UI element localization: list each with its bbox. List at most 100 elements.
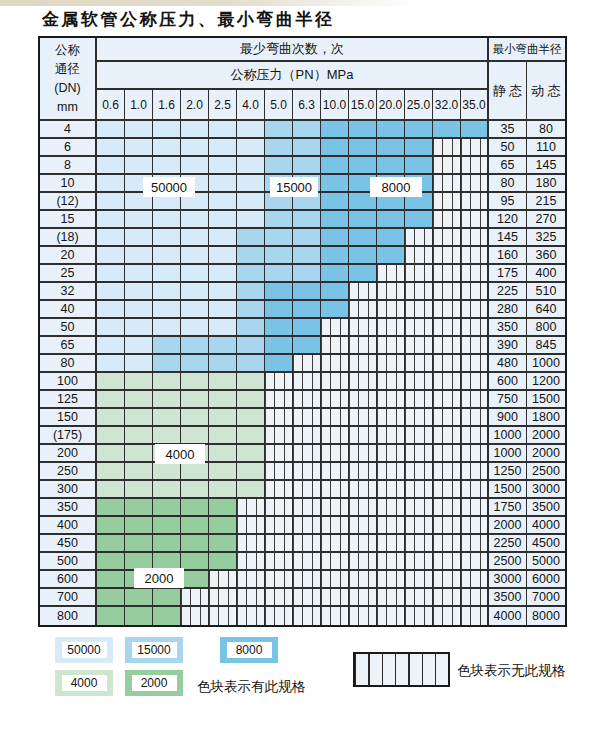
dynamic-value-cell: 800 — [527, 319, 565, 337]
no-spec-cell — [321, 391, 349, 409]
spec-cell — [209, 553, 237, 571]
no-spec-cell — [321, 571, 349, 589]
no-spec-cell — [321, 373, 349, 391]
no-spec-cell — [293, 571, 321, 589]
no-spec-cell — [265, 535, 293, 553]
no-spec-cell — [377, 319, 405, 337]
static-value-cell: 80 — [489, 175, 527, 193]
spec-cell — [181, 517, 209, 535]
no-spec-cell — [405, 319, 433, 337]
no-spec-cell — [433, 373, 461, 391]
spec-cell — [181, 139, 209, 157]
no-spec-cell — [433, 229, 461, 247]
no-spec-cell — [265, 373, 293, 391]
dn-cell: 500 — [40, 553, 97, 571]
dynamic-value-cell: 360 — [527, 247, 565, 265]
spec-cell — [265, 121, 293, 139]
dn-cell: (12) — [40, 193, 97, 211]
no-spec-cell — [293, 445, 321, 463]
spec-cell — [153, 481, 181, 499]
no-spec-cell — [293, 535, 321, 553]
no-spec-cell — [461, 229, 489, 247]
dn-cell: 600 — [40, 571, 97, 589]
static-value-cell: 2500 — [489, 553, 527, 571]
no-spec-cell — [461, 391, 489, 409]
dn-cell: 15 — [40, 211, 97, 229]
no-spec-cell — [321, 517, 349, 535]
spec-cell — [321, 211, 349, 229]
spec-cell — [209, 157, 237, 175]
no-spec-cell — [405, 607, 433, 625]
dynamic-value-cell: 215 — [527, 193, 565, 211]
no-spec-cell — [349, 535, 377, 553]
no-spec-cell — [405, 373, 433, 391]
no-spec-cell — [321, 481, 349, 499]
dynamic-value-cell: 2500 — [527, 463, 565, 481]
no-spec-cell — [265, 517, 293, 535]
spec-cell — [125, 337, 153, 355]
no-spec-cell — [377, 463, 405, 481]
no-spec-cell — [237, 571, 265, 589]
spec-cell — [349, 211, 377, 229]
spec-cell — [321, 139, 349, 157]
dynamic-value-cell: 6000 — [527, 571, 565, 589]
spec-cell — [125, 589, 153, 607]
spec-cell — [181, 427, 209, 445]
no-spec-cell — [433, 211, 461, 229]
no-spec-cell — [349, 319, 377, 337]
pressure-col-header: 15.0 — [349, 90, 377, 121]
spec-label-8000: 8000 — [370, 177, 422, 197]
spec-cell — [377, 157, 405, 175]
static-value-cell: 390 — [489, 337, 527, 355]
no-spec-cell — [293, 553, 321, 571]
dynamic-value-cell: 400 — [527, 265, 565, 283]
spec-cell — [237, 211, 265, 229]
no-spec-cell — [209, 607, 237, 625]
spec-cell — [293, 157, 321, 175]
spec-cell — [153, 589, 181, 607]
no-spec-cell — [237, 553, 265, 571]
no-spec-cell — [405, 481, 433, 499]
spec-cell — [321, 265, 349, 283]
spec-cell — [125, 283, 153, 301]
no-spec-cell — [461, 301, 489, 319]
spec-cell — [265, 229, 293, 247]
spec-cell — [237, 355, 265, 373]
dn-cell: 6 — [40, 139, 97, 157]
no-spec-cell — [349, 391, 377, 409]
dynamic-value-cell: 1200 — [527, 373, 565, 391]
legend-2000: 2000 — [125, 670, 183, 696]
dynamic-value-cell: 3500 — [527, 499, 565, 517]
no-spec-cell — [377, 481, 405, 499]
dynamic-value-cell: 510 — [527, 283, 565, 301]
dn-cell: 150 — [40, 409, 97, 427]
spec-cell — [153, 355, 181, 373]
no-spec-cell — [461, 553, 489, 571]
dynamic-value-cell: 1800 — [527, 409, 565, 427]
spec-cell — [181, 373, 209, 391]
dynamic-value-cell: 2000 — [527, 427, 565, 445]
spec-cell — [97, 229, 125, 247]
no-spec-cell — [265, 463, 293, 481]
spec-cell — [237, 247, 265, 265]
no-spec-cell — [377, 553, 405, 571]
spec-cell — [293, 319, 321, 337]
spec-cell — [97, 193, 125, 211]
dynamic-value-cell: 1000 — [527, 355, 565, 373]
spec-cell — [181, 229, 209, 247]
spec-cell — [125, 355, 153, 373]
spec-cell — [181, 337, 209, 355]
no-spec-cell — [265, 481, 293, 499]
min-bend-radius-header: 最小弯曲半径 — [489, 38, 565, 62]
no-spec-cell — [461, 283, 489, 301]
spec-cell — [125, 463, 153, 481]
spec-cell — [293, 337, 321, 355]
spec-cell — [237, 373, 265, 391]
no-spec-cell — [349, 337, 377, 355]
spec-label-2000: 2000 — [134, 568, 184, 588]
spec-cell — [321, 121, 349, 139]
spec-cell — [237, 283, 265, 301]
no-spec-cell — [377, 391, 405, 409]
dn-column-header: 公称 通径 (DN) mm — [40, 38, 97, 121]
legend-50000: 50000 — [55, 637, 113, 663]
